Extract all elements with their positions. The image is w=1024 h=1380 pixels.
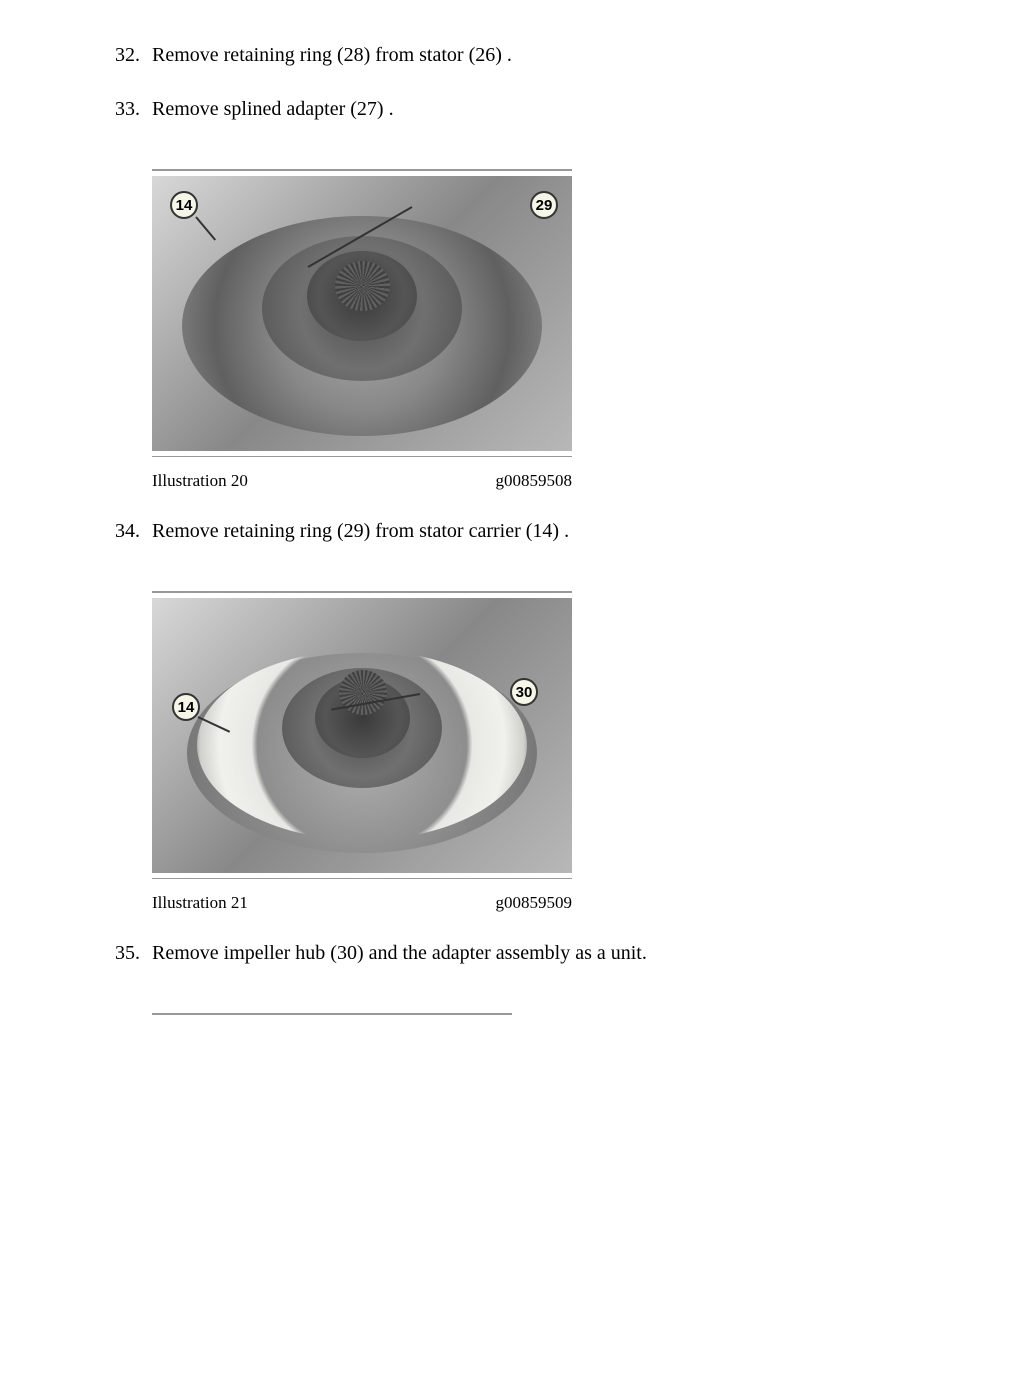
illustration-label: Illustration 21: [152, 893, 248, 913]
step-33: 33. Remove splined adapter (27) .: [100, 94, 924, 124]
step-number: 34.: [100, 516, 140, 546]
step-text: Remove impeller hub (30) and the adapter…: [152, 938, 924, 968]
callout-14: 14: [170, 191, 198, 219]
divider: [152, 878, 572, 879]
divider: [152, 591, 572, 593]
illustration-label: Illustration 20: [152, 471, 248, 491]
leader-line: [195, 216, 216, 240]
procedure-steps: 34. Remove retaining ring (29) from stat…: [100, 516, 924, 546]
divider: [152, 456, 572, 457]
step-number: 33.: [100, 94, 140, 124]
callout-29: 29: [530, 191, 558, 219]
illustration-code: g00859508: [496, 471, 573, 491]
splined-shaft: [339, 670, 387, 715]
illustration-20-block: 14 29 Illustration 20 g00859508: [152, 169, 572, 491]
divider: [152, 169, 572, 171]
splined-shaft: [335, 261, 390, 311]
illustration-20-image: 14 29: [152, 176, 572, 451]
illustration-21-image: 14 30: [152, 598, 572, 873]
illustration-caption: Illustration 21 g00859509: [152, 893, 572, 913]
callout-14: 14: [172, 693, 200, 721]
illustration-21-block: 14 30 Illustration 21 g00859509: [152, 591, 572, 913]
illustration-code: g00859509: [496, 893, 573, 913]
step-35: 35. Remove impeller hub (30) and the ada…: [100, 938, 924, 968]
step-number: 32.: [100, 40, 140, 70]
step-text: Remove splined adapter (27) .: [152, 94, 924, 124]
step-number: 35.: [100, 938, 140, 968]
procedure-steps: 35. Remove impeller hub (30) and the ada…: [100, 938, 924, 968]
step-32: 32. Remove retaining ring (28) from stat…: [100, 40, 924, 70]
illustration-caption: Illustration 20 g00859508: [152, 471, 572, 491]
procedure-steps: 32. Remove retaining ring (28) from stat…: [100, 40, 924, 124]
step-text: Remove retaining ring (29) from stator c…: [152, 516, 924, 546]
callout-30: 30: [510, 678, 538, 706]
step-text: Remove retaining ring (28) from stator (…: [152, 40, 924, 70]
step-34: 34. Remove retaining ring (29) from stat…: [100, 516, 924, 546]
illustration-22-block: [152, 1013, 572, 1015]
divider: [152, 1013, 512, 1015]
